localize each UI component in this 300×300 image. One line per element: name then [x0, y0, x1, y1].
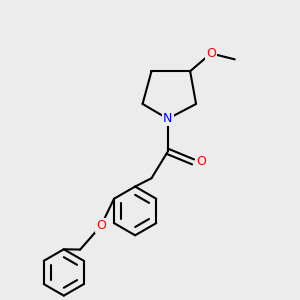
Text: O: O — [96, 219, 106, 232]
Text: O: O — [196, 155, 206, 168]
Text: O: O — [206, 47, 216, 60]
Text: N: N — [163, 112, 172, 125]
